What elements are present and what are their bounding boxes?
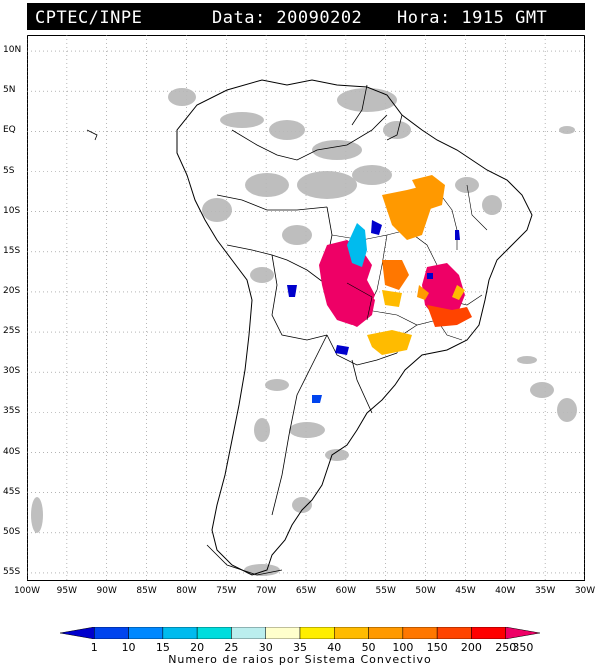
colorbar-tick-label: 25 xyxy=(224,641,239,654)
colorbar xyxy=(60,627,540,639)
lon-label: 45W xyxy=(455,586,476,596)
lat-label: 5N xyxy=(3,85,16,96)
colorbar-tick-label: 10 xyxy=(121,641,136,654)
lon-label: 100W xyxy=(13,586,41,596)
cloud-cover xyxy=(31,88,577,576)
map-header: CPTEC/INPE Data: 20090202 Hora: 1915 GMT xyxy=(27,3,585,30)
colorbar-cell xyxy=(196,627,232,639)
lon-label: 35W xyxy=(534,586,556,596)
lat-label: 10S xyxy=(3,205,21,216)
graticule xyxy=(27,35,585,581)
colorbar-tick-label: 100 xyxy=(392,641,414,654)
colorbar-tick-label: 200 xyxy=(460,641,482,654)
lon-label: 70W xyxy=(255,586,277,596)
colorbar-tick-label: 250 xyxy=(495,641,517,654)
lon-label: 30W xyxy=(574,586,596,596)
lat-label: 40S xyxy=(3,446,21,457)
lat-label: 25S xyxy=(3,326,21,337)
lon-label: 80W xyxy=(176,586,197,596)
lat-label: 5S xyxy=(3,165,15,176)
colorbar-cell xyxy=(128,627,164,639)
lat-label: 50S xyxy=(3,526,21,537)
colorbar-tick-label: 50 xyxy=(361,641,376,654)
colorbar-tick-label: 15 xyxy=(155,641,170,654)
lon-label: 55W xyxy=(375,586,396,596)
colorbar-cell xyxy=(265,627,301,639)
colorbar-cell xyxy=(505,627,540,639)
lon-label: 95W xyxy=(56,586,78,596)
header-org: CPTEC/INPE xyxy=(35,8,143,28)
lon-label: 85W xyxy=(136,586,157,596)
colorbar-tick-label: 40 xyxy=(327,641,342,654)
colorbar-cell xyxy=(368,627,404,639)
lat-label: 30S xyxy=(3,366,21,377)
lon-label: 60W xyxy=(335,586,357,596)
lat-label: 55S xyxy=(3,566,21,577)
colorbar-title: Numero de raios por Sistema Convectivo xyxy=(168,653,432,666)
colorbar-tick-label: 150 xyxy=(426,641,448,654)
colorbar-tick-label: 30 xyxy=(258,641,273,654)
colorbar-tick-label: 1 xyxy=(90,641,98,654)
colorbar-cell xyxy=(471,627,506,639)
colorbar-tick-label: 20 xyxy=(190,641,205,654)
lat-label: 10N xyxy=(3,45,22,56)
colorbar-cell xyxy=(60,627,95,639)
colorbar-cell xyxy=(94,627,129,639)
colorbar-tick-label: 35 xyxy=(293,641,307,654)
lon-label: 90W xyxy=(96,586,117,596)
lon-label: 65W xyxy=(295,586,317,596)
lat-label: 20S xyxy=(3,285,21,296)
lat-label: 45S xyxy=(3,486,21,497)
colorbar-cell xyxy=(231,627,266,639)
lat-label: 35S xyxy=(3,406,21,417)
lat-label: EQ xyxy=(3,125,16,136)
colorbar-cell xyxy=(334,627,369,639)
colorbar-cell xyxy=(299,627,335,639)
lat-label: 15S xyxy=(3,245,21,256)
header-time: Hora: 1915 GMT xyxy=(397,8,548,28)
colorbar-cell xyxy=(402,627,438,639)
convective-systems xyxy=(287,175,472,403)
lon-label: 75W xyxy=(216,586,237,596)
coastlines xyxy=(86,79,533,576)
map-canvas xyxy=(27,35,585,581)
colorbar-cell xyxy=(162,627,198,639)
header-date: Data: 20090202 xyxy=(212,8,363,28)
colorbar-cell xyxy=(436,627,472,639)
lon-label: 40W xyxy=(495,586,516,596)
colorbar-tick-label: 350 xyxy=(512,641,534,654)
lon-label: 50W xyxy=(415,586,436,596)
